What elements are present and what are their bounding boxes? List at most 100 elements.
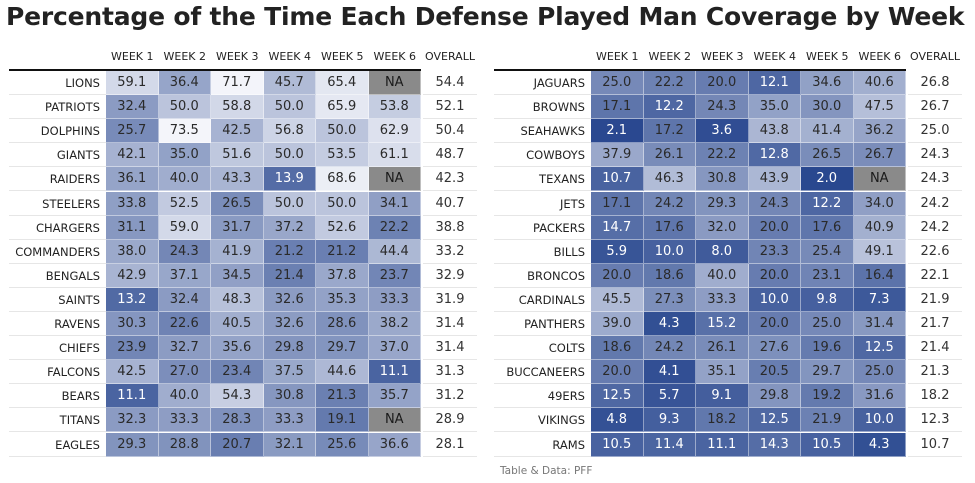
table-cell: 12.2 [643, 95, 696, 120]
table-cell: 59.0 [158, 215, 211, 240]
team-label: BEARS [9, 384, 106, 409]
team-label: SEAHAWKS [494, 119, 591, 144]
table-cell: 20.0 [748, 312, 801, 336]
table-cell: 22.2 [643, 71, 696, 95]
table-cell: 17.6 [643, 215, 696, 240]
table-cell: 34.5 [211, 263, 264, 288]
table-cell: 10.7 [591, 167, 644, 192]
table-cell: 32.1 [263, 432, 316, 457]
table-cell: 11.1 [368, 360, 421, 385]
team-label: BILLS [494, 240, 591, 264]
table-cell: 10.5 [801, 432, 854, 457]
table-cell: 29.8 [263, 336, 316, 361]
table-cell: 43.9 [748, 167, 801, 192]
table-cell: 17.1 [591, 191, 644, 216]
overall-value: 50.4 [423, 119, 477, 144]
table-cell: 40.0 [158, 167, 211, 192]
table-cell: 31.4 [853, 312, 906, 336]
table-cell: 30.8 [696, 167, 749, 192]
team-label: COLTS [494, 336, 591, 361]
table-cell: 33.3 [263, 408, 316, 433]
table-cell: 59.1 [106, 71, 159, 95]
table-cell: 20.7 [211, 432, 264, 457]
table-cell: 22.2 [368, 215, 421, 240]
column-header: WEEK 6 [858, 50, 902, 63]
overall-value: 21.4 [908, 336, 962, 361]
table-cell: 50.0 [316, 191, 369, 216]
overall-value: 21.9 [908, 288, 962, 312]
table-cell: 9.1 [696, 384, 749, 409]
table-cell: 13.9 [263, 167, 316, 192]
table-cell: 10.0 [853, 408, 906, 433]
overall-value: 22.1 [908, 264, 962, 288]
overall-value: 48.7 [423, 143, 477, 168]
table-cell: 26.1 [696, 336, 749, 361]
table-cell: 23.3 [748, 239, 801, 264]
table-cell: 32.0 [696, 215, 749, 240]
table-cell: 19.2 [801, 384, 854, 409]
team-label: BUCCANEERS [494, 360, 591, 385]
team-label: JAGUARS [494, 71, 591, 95]
table-cell: 37.5 [263, 360, 316, 385]
table-cell: 56.8 [263, 119, 316, 144]
table-cell: 62.9 [368, 119, 421, 144]
overall-value: 31.9 [423, 288, 477, 312]
table-cell: 50.0 [263, 143, 316, 168]
overall-value: 24.3 [908, 143, 962, 168]
column-header: OVERALL [425, 50, 475, 63]
table-cell: 28.3 [211, 408, 264, 433]
table-cell: 17.6 [801, 215, 854, 240]
overall-value: 21.7 [908, 312, 962, 336]
table-cell: 3.6 [696, 119, 749, 144]
table-cell: 35.0 [748, 95, 801, 120]
table-cell: 44.4 [368, 239, 421, 264]
table-cell: 31.6 [853, 384, 906, 409]
team-label: RAVENS [9, 312, 106, 336]
table-cell: 30.3 [106, 312, 159, 336]
team-label: CHARGERS [9, 216, 106, 240]
table-cell: 20.0 [748, 215, 801, 240]
table-cell: 19.6 [801, 336, 854, 361]
table-cell: 32.4 [106, 95, 159, 120]
table-cell: 23.9 [106, 336, 159, 361]
table-cell: 20.0 [591, 360, 644, 385]
column-header: WEEK 6 [373, 50, 417, 63]
table-cell: 10.0 [748, 287, 801, 312]
team-label: RAMS [494, 433, 591, 457]
table-cell: 30.8 [263, 384, 316, 409]
table-cell: 5.7 [643, 384, 696, 409]
overall-value: 32.9 [423, 264, 477, 288]
table-cell: 32.7 [158, 336, 211, 361]
table-cell: NA [368, 71, 421, 95]
team-label: EAGLES [9, 433, 106, 457]
table-cell: 38.0 [106, 239, 159, 264]
table-cell: 32.6 [263, 312, 316, 336]
table-cell: 30.0 [801, 95, 854, 120]
table-cell: 36.2 [853, 119, 906, 144]
table-cell: 8.0 [696, 239, 749, 264]
table-cell: 20.0 [748, 263, 801, 288]
table-cell: 11.1 [106, 384, 159, 409]
overall-value: 31.4 [423, 336, 477, 361]
table-cell: 29.8 [748, 384, 801, 409]
column-header: WEEK 3 [216, 50, 259, 63]
table-cell: 42.1 [106, 143, 159, 168]
table-cell: 24.3 [748, 191, 801, 216]
table-cell: 36.6 [368, 432, 421, 457]
table-cell: 2.0 [801, 167, 854, 192]
table-cell: 40.0 [696, 263, 749, 288]
table-cell: 50.0 [263, 191, 316, 216]
table-cell: 47.5 [853, 95, 906, 120]
chart-title: Percentage of the Time Each Defense Play… [6, 2, 965, 31]
table-left: WEEK 1 WEEK 2 WEEK 3 WEEK 4 WEEK 5 WEEK 6 OVER… [9, 50, 479, 457]
table-cell: 40.6 [853, 71, 906, 95]
table-cell: 37.9 [591, 143, 644, 168]
table-cell: 43.3 [211, 167, 264, 192]
team-label: RAIDERS [9, 167, 106, 192]
table-cell: 39.0 [591, 312, 644, 336]
table-cell: 68.6 [316, 167, 369, 192]
team-label: SAINTS [9, 288, 106, 312]
overall-value: 31.4 [423, 312, 477, 336]
team-label: PATRIOTS [9, 95, 106, 120]
table-cell: 20.5 [748, 360, 801, 385]
